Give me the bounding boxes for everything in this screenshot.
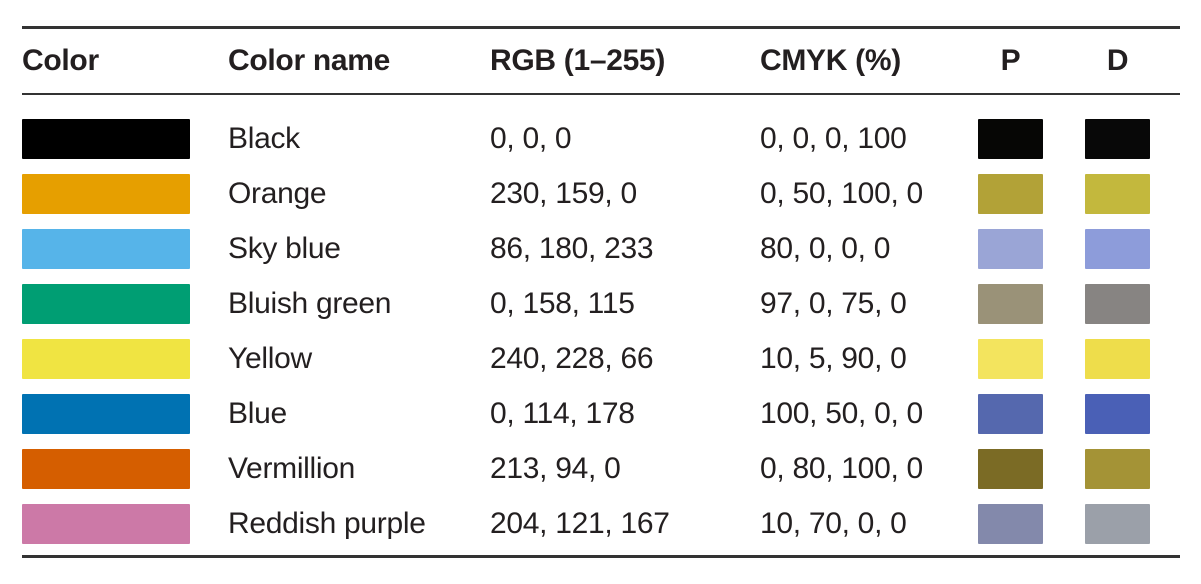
table-row: Orange 230, 159, 0 0, 50, 100, 0 (22, 166, 1180, 221)
protanopia-swatch (978, 173, 1043, 214)
color-swatch (22, 118, 190, 159)
column-header-protanopia: P (1000, 44, 1021, 77)
rgb-value-cell: 0, 114, 178 (490, 396, 635, 430)
table-header-row: Color Color name RGB (1–255) CMYK (%) P … (22, 29, 1180, 93)
protanopia-swatch (978, 448, 1043, 489)
top-rule (22, 26, 1180, 29)
color-swatch (22, 448, 190, 489)
color-swatch (22, 173, 190, 214)
cmyk-value-cell: 0, 80, 100, 0 (760, 451, 923, 485)
protanopia-swatch (978, 338, 1043, 379)
color-swatch (22, 338, 190, 379)
color-name-cell: Reddish purple (228, 506, 426, 540)
cmyk-value-cell: 0, 50, 100, 0 (760, 176, 923, 210)
table-body: Black 0, 0, 0 0, 0, 0, 100 Orange 230, 1… (22, 95, 1180, 555)
column-header-cmyk: CMYK (%) (760, 44, 901, 77)
deuteranopia-swatch (1085, 393, 1150, 434)
table-row: Black 0, 0, 0 0, 0, 0, 100 (22, 111, 1180, 166)
deuteranopia-swatch (1085, 448, 1150, 489)
table-row: Vermillion 213, 94, 0 0, 80, 100, 0 (22, 441, 1180, 496)
color-swatch (22, 283, 190, 324)
column-header-color: Color (22, 44, 99, 77)
deuteranopia-swatch (1085, 503, 1150, 544)
rgb-value-cell: 0, 158, 115 (490, 286, 635, 320)
color-name-cell: Black (228, 121, 300, 155)
table-row: Reddish purple 204, 121, 167 10, 70, 0, … (22, 496, 1180, 551)
color-name-cell: Yellow (228, 341, 312, 375)
rgb-value-cell: 230, 159, 0 (490, 176, 637, 210)
color-swatch (22, 503, 190, 544)
cmyk-value-cell: 100, 50, 0, 0 (760, 396, 923, 430)
column-header-rgb: RGB (1–255) (490, 44, 666, 77)
table-row: Yellow 240, 228, 66 10, 5, 90, 0 (22, 331, 1180, 386)
color-swatch (22, 228, 190, 269)
rgb-value-cell: 213, 94, 0 (490, 451, 621, 485)
table-row: Blue 0, 114, 178 100, 50, 0, 0 (22, 386, 1180, 441)
column-header-color-name: Color name (228, 44, 391, 77)
cmyk-value-cell: 0, 0, 0, 100 (760, 121, 907, 155)
deuteranopia-swatch (1085, 118, 1150, 159)
color-swatch (22, 393, 190, 434)
deuteranopia-swatch (1085, 338, 1150, 379)
color-name-cell: Orange (228, 176, 327, 210)
rgb-value-cell: 0, 0, 0 (490, 121, 572, 155)
color-name-cell: Vermillion (228, 451, 356, 485)
cmyk-value-cell: 80, 0, 0, 0 (760, 231, 891, 265)
color-name-cell: Bluish green (228, 286, 392, 320)
color-name-cell: Blue (228, 396, 287, 430)
protanopia-swatch (978, 503, 1043, 544)
table-row: Bluish green 0, 158, 115 97, 0, 75, 0 (22, 276, 1180, 331)
protanopia-swatch (978, 228, 1043, 269)
header-divider-rule (22, 93, 1180, 95)
cmyk-value-cell: 97, 0, 75, 0 (760, 286, 907, 320)
deuteranopia-swatch (1085, 283, 1150, 324)
column-header-deuteranopia: D (1106, 44, 1129, 77)
rgb-value-cell: 240, 228, 66 (490, 341, 654, 375)
deuteranopia-swatch (1085, 228, 1150, 269)
rgb-value-cell: 204, 121, 167 (490, 506, 670, 540)
protanopia-swatch (978, 393, 1043, 434)
cmyk-value-cell: 10, 70, 0, 0 (760, 506, 907, 540)
bottom-rule (22, 555, 1180, 558)
color-name-cell: Sky blue (228, 231, 341, 265)
rgb-value-cell: 86, 180, 233 (490, 231, 654, 265)
protanopia-swatch (978, 283, 1043, 324)
color-table: Color Color name RGB (1–255) CMYK (%) P … (22, 26, 1180, 558)
deuteranopia-swatch (1085, 173, 1150, 214)
table-row: Sky blue 86, 180, 233 80, 0, 0, 0 (22, 221, 1180, 276)
protanopia-swatch (978, 118, 1043, 159)
cmyk-value-cell: 10, 5, 90, 0 (760, 341, 907, 375)
